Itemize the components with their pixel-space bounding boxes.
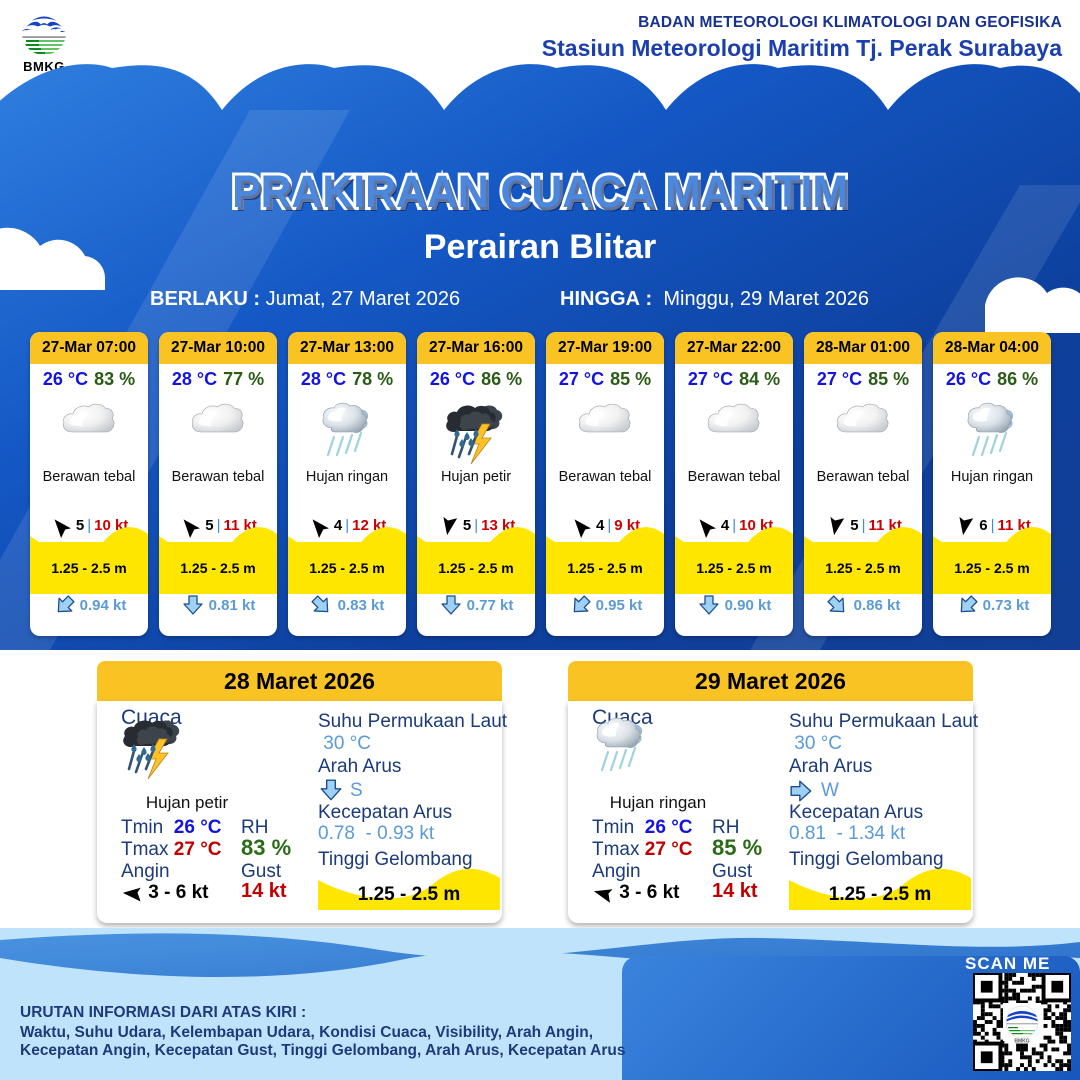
svg-text:BMKG: BMKG <box>1014 1039 1029 1045</box>
